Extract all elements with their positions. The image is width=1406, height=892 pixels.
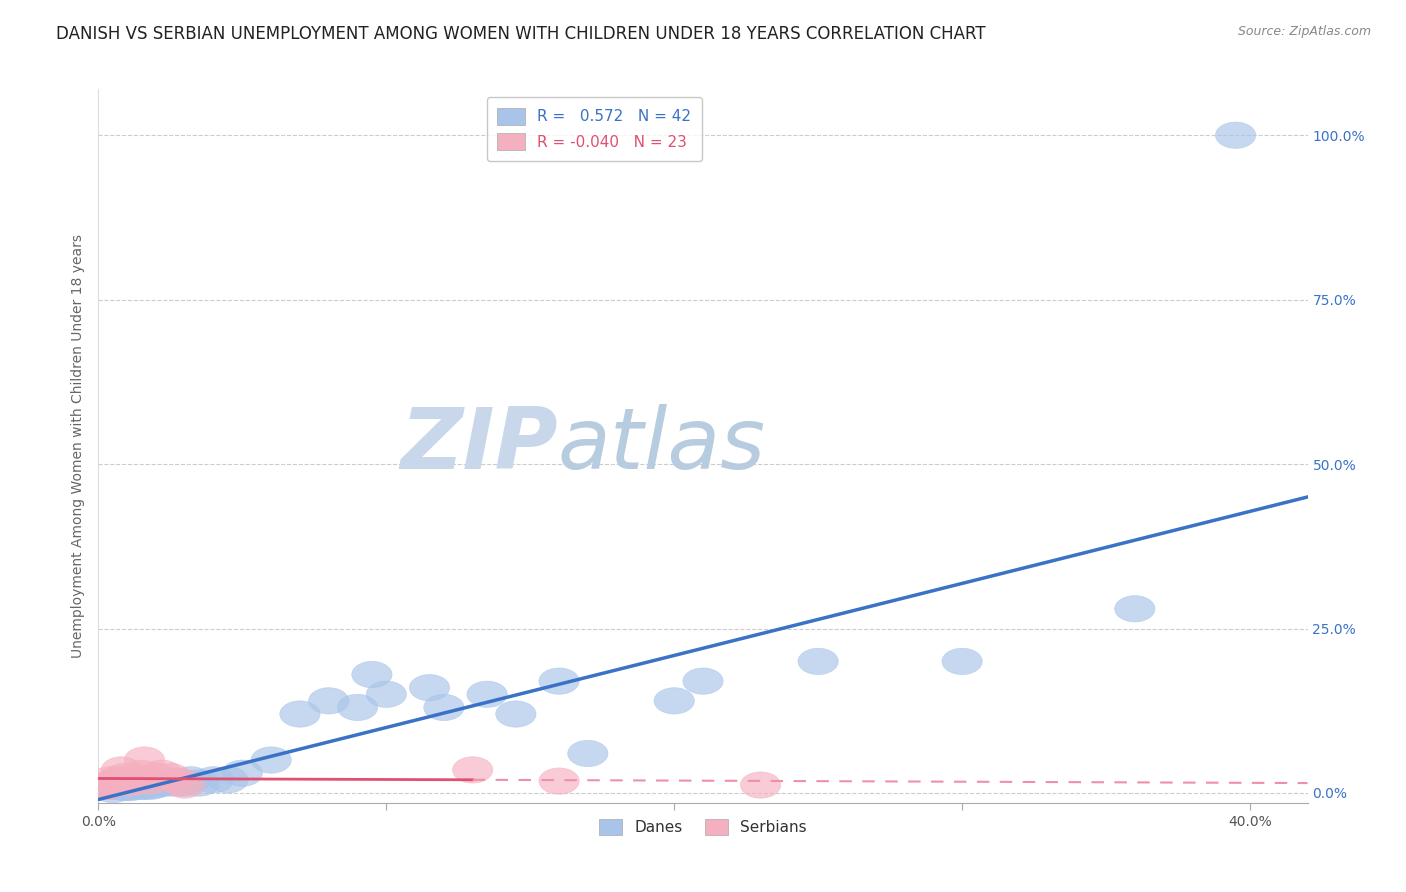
Ellipse shape <box>98 766 139 793</box>
Ellipse shape <box>101 773 142 799</box>
Ellipse shape <box>1215 122 1256 148</box>
Ellipse shape <box>107 766 148 793</box>
Ellipse shape <box>96 768 136 794</box>
Ellipse shape <box>352 661 392 688</box>
Ellipse shape <box>87 773 127 799</box>
Ellipse shape <box>121 773 162 799</box>
Text: DANISH VS SERBIAN UNEMPLOYMENT AMONG WOMEN WITH CHILDREN UNDER 18 YEARS CORRELAT: DANISH VS SERBIAN UNEMPLOYMENT AMONG WOM… <box>56 25 986 43</box>
Ellipse shape <box>170 766 211 793</box>
Ellipse shape <box>165 770 205 797</box>
Ellipse shape <box>538 768 579 794</box>
Text: ZIP: ZIP <box>401 404 558 488</box>
Ellipse shape <box>165 772 205 798</box>
Ellipse shape <box>150 770 191 797</box>
Ellipse shape <box>115 764 156 789</box>
Ellipse shape <box>118 772 159 798</box>
Ellipse shape <box>799 648 838 674</box>
Ellipse shape <box>136 772 176 798</box>
Ellipse shape <box>115 773 156 799</box>
Ellipse shape <box>142 770 181 797</box>
Ellipse shape <box>366 681 406 707</box>
Ellipse shape <box>87 773 127 799</box>
Ellipse shape <box>136 764 176 789</box>
Ellipse shape <box>110 774 150 801</box>
Ellipse shape <box>150 764 191 789</box>
Ellipse shape <box>107 773 148 799</box>
Text: Source: ZipAtlas.com: Source: ZipAtlas.com <box>1237 25 1371 38</box>
Ellipse shape <box>93 777 134 803</box>
Ellipse shape <box>84 773 124 799</box>
Ellipse shape <box>423 694 464 721</box>
Ellipse shape <box>96 773 136 799</box>
Ellipse shape <box>654 688 695 714</box>
Ellipse shape <box>453 756 494 783</box>
Ellipse shape <box>683 668 723 694</box>
Ellipse shape <box>409 674 450 701</box>
Ellipse shape <box>741 772 780 798</box>
Ellipse shape <box>124 773 165 799</box>
Ellipse shape <box>90 766 131 793</box>
Ellipse shape <box>98 773 139 799</box>
Ellipse shape <box>222 760 263 787</box>
Ellipse shape <box>159 768 200 794</box>
Ellipse shape <box>131 773 170 799</box>
Ellipse shape <box>104 774 145 801</box>
Ellipse shape <box>104 764 145 789</box>
Ellipse shape <box>538 668 579 694</box>
Ellipse shape <box>93 770 134 797</box>
Ellipse shape <box>568 740 607 766</box>
Ellipse shape <box>496 701 536 727</box>
Ellipse shape <box>208 766 247 793</box>
Ellipse shape <box>110 770 150 797</box>
Ellipse shape <box>179 770 219 797</box>
Ellipse shape <box>308 688 349 714</box>
Y-axis label: Unemployment Among Women with Children Under 18 years: Unemployment Among Women with Children U… <box>72 234 86 658</box>
Legend: Danes, Serbians: Danes, Serbians <box>593 814 813 841</box>
Ellipse shape <box>101 756 142 783</box>
Ellipse shape <box>942 648 983 674</box>
Ellipse shape <box>124 747 165 773</box>
Ellipse shape <box>194 766 233 793</box>
Ellipse shape <box>121 760 162 787</box>
Ellipse shape <box>467 681 508 707</box>
Ellipse shape <box>280 701 321 727</box>
Ellipse shape <box>1115 596 1154 622</box>
Ellipse shape <box>337 694 378 721</box>
Ellipse shape <box>112 772 153 798</box>
Ellipse shape <box>159 770 200 797</box>
Ellipse shape <box>142 760 181 787</box>
Ellipse shape <box>112 766 153 793</box>
Ellipse shape <box>131 768 170 794</box>
Text: atlas: atlas <box>558 404 766 488</box>
Ellipse shape <box>252 747 291 773</box>
